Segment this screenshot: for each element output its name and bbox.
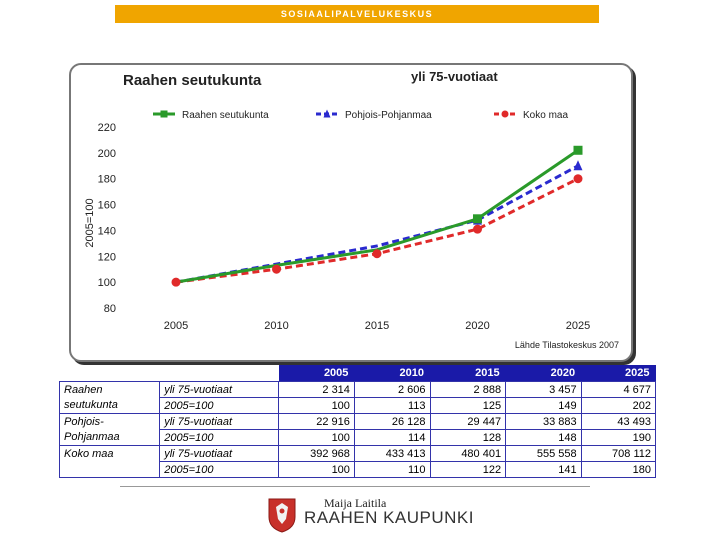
table-cell: 4 677 [580,381,657,398]
data-point [573,174,583,184]
table-row: Pohjois- yli 75-vuotiaat 22 916 26 128 2… [58,413,657,430]
data-point [272,264,281,274]
y-axis-label: 2005=100 [84,198,96,247]
table-cell: 555 558 [505,445,582,462]
data-point [473,224,482,234]
chart-subtitle: yli 75-vuotiaat [411,69,498,84]
table-cell: 2 888 [429,381,507,398]
footer-divider [120,486,590,487]
line-chart: 220 200 180 160 140 120 100 80 2005=100 2005 2010 2… [84,109,590,332]
table-header-empty [159,365,279,382]
x-tick-label: 2025 [566,320,590,332]
region-name-line-1: Pohjois- [58,413,161,430]
table-cell: 433 413 [353,445,431,462]
x-tick-label: 2020 [465,320,489,332]
row-label: 2005=100 [159,429,280,446]
region-name-line-2 [58,461,161,478]
data-point [573,145,583,155]
table-cell: 180 [580,461,657,478]
legend-marker [501,110,509,118]
table-cell: 141 [505,461,582,478]
data-table: 2005 2010 2015 2020 2025 Raahen yli 75-v… [58,365,657,478]
table-cell: 480 401 [429,445,507,462]
region-name-line-1: Raahen [58,381,161,398]
y-tick-label: 140 [98,225,116,237]
series-line [175,149,579,284]
table-cell: 125 [429,397,507,414]
table-row: Pohjanmaa 2005=100 100 114 128 148 190 [58,429,657,446]
region-name-line-1: Koko maa [58,445,161,462]
table-cell: 110 [353,461,431,478]
row-label: yli 75-vuotiaat [159,445,280,462]
table-row: Koko maa yli 75-vuotiaat 392 968 433 413… [58,445,657,462]
table-cell: 33 883 [505,413,582,430]
table-cell: 202 [580,397,657,414]
y-tick-label: 120 [98,251,116,263]
x-tick-label: 2015 [365,320,389,332]
table-header-row: 2005 2010 2015 2020 2025 [59,365,656,382]
table-cell: 3 457 [505,381,582,398]
legend-marker [323,109,331,118]
region-name-line-2: seutukunta [58,397,161,414]
table-header-year: 2010 [354,365,430,382]
chart-panel: Raahen seutukunta yli 75-vuotiaat 220 200… [69,63,633,362]
y-tick-label: 180 [98,174,116,186]
legend-label: Raahen seutukunta [182,110,269,121]
data-point [573,160,583,171]
x-tick-label: 2005 [164,320,188,332]
series-line [175,177,579,284]
table-cell: 22 916 [278,413,355,430]
table-row: seutukunta 2005=100 100 113 125 149 202 [58,397,657,414]
city-crest-icon [268,498,296,533]
table-cell: 128 [429,429,507,446]
table-header-year: 2015 [430,365,506,382]
y-tick-label: 80 [104,303,116,315]
table-cell: 122 [429,461,507,478]
x-tick-label: 2010 [264,320,288,332]
table-cell: 29 447 [429,413,507,430]
table-cell: 708 112 [580,445,657,462]
table-row: Raahen yli 75-vuotiaat 2 314 2 606 2 888… [58,381,657,398]
table-cell: 190 [580,429,657,446]
row-label: 2005=100 [159,461,280,478]
table-cell: 100 [278,397,355,414]
footer-author: Maija Laitila [324,496,387,510]
footer-logo-text: RAAHEN KAUPUNKI [304,508,474,527]
y-tick-label: 100 [98,277,116,289]
table-cell: 114 [353,429,431,446]
row-label: yli 75-vuotiaat [159,381,280,398]
row-label: 2005=100 [159,397,280,414]
table-header-year: 2020 [505,365,582,382]
table-header-year: 2025 [581,365,656,382]
legend-label: Koko maa [523,110,568,121]
header-banner: SOSIAALIPALVELUKESKUS [115,5,599,23]
table-cell: 392 968 [278,445,355,462]
legend-marker [160,110,168,118]
data-point [473,214,482,224]
table-cell: 148 [505,429,582,446]
table-cell: 26 128 [353,413,431,430]
series-line [175,164,579,284]
table-cell: 149 [505,397,582,414]
legend-label: Pohjois-Pohjanmaa [345,110,432,121]
y-tick-label: 200 [98,148,116,160]
table-header-empty [59,365,160,382]
y-tick-label: 220 [98,122,116,134]
table-cell: 2 606 [353,381,431,398]
chart-source: Lähde Tilastokeskus 2007 [514,340,619,350]
chart-title: Raahen seutukunta [123,72,262,89]
data-point [171,277,181,287]
table-cell: 100 [278,429,355,446]
table-cell: 100 [278,461,355,478]
table-header-year: 2005 [278,365,355,382]
y-tick-label: 160 [98,200,116,212]
row-label: yli 75-vuotiaat [159,413,280,430]
data-point [372,249,382,259]
region-name-line-2: Pohjanmaa [58,429,161,446]
table-cell: 113 [353,397,431,414]
table-cell: 43 493 [580,413,657,430]
table-cell: 2 314 [278,381,355,398]
table-row: 2005=100 100 110 122 141 180 [58,461,657,478]
